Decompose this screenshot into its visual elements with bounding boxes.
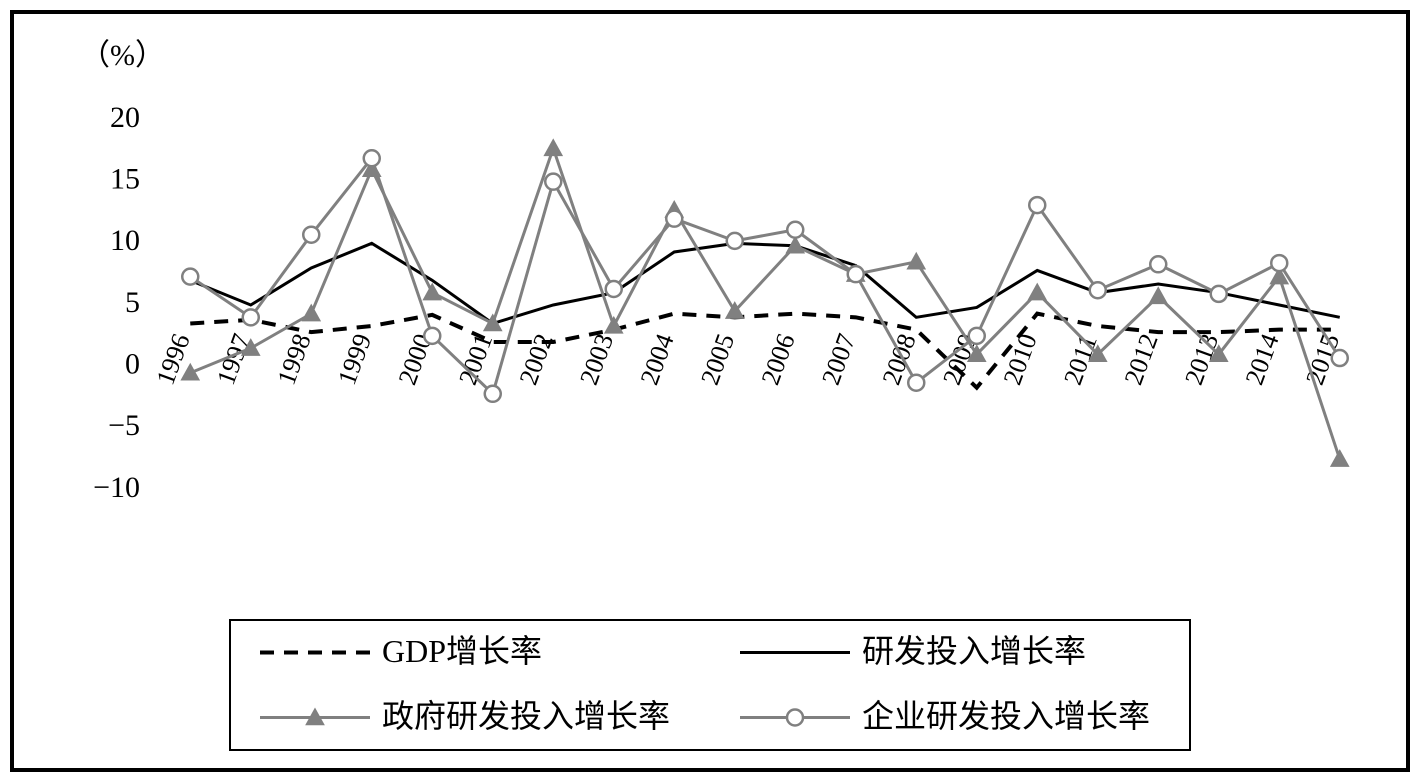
marker-ent_rd bbox=[969, 328, 985, 344]
y-tick-label: 0 bbox=[125, 348, 140, 381]
legend-label-rd_total: 研发投入增长率 bbox=[862, 633, 1086, 669]
legend-label-gdp: GDP增长率 bbox=[382, 633, 542, 669]
x-tick-label: 1997 bbox=[211, 330, 256, 389]
marker-ent_rd bbox=[606, 281, 622, 297]
chart-container: { "chart": { "type": "line", "unit_label… bbox=[0, 0, 1420, 782]
marker-ent_rd bbox=[243, 309, 259, 325]
marker-gov_rd bbox=[1149, 287, 1167, 303]
legend-label-gov_rd: 政府研发投入增长率 bbox=[382, 698, 670, 734]
marker-ent_rd bbox=[1332, 350, 1348, 366]
x-tick-label: 2010 bbox=[998, 330, 1043, 389]
y-axis-unit: （%） bbox=[80, 39, 165, 72]
y-tick-label: 15 bbox=[110, 163, 140, 196]
marker-ent_rd bbox=[1271, 255, 1287, 271]
marker-gov_rd bbox=[302, 305, 320, 321]
x-tick-label: 2004 bbox=[635, 330, 680, 389]
marker-ent_rd bbox=[1211, 286, 1227, 302]
marker-gov_rd bbox=[605, 317, 623, 333]
y-tick-label: 5 bbox=[125, 286, 140, 319]
chart-stage: （%）−10−505101520199619971998199920002001… bbox=[10, 10, 1410, 772]
marker-ent_rd bbox=[545, 174, 561, 190]
marker-gov_rd bbox=[1028, 284, 1046, 300]
x-tick-label: 2003 bbox=[574, 330, 619, 389]
line-chart: （%）−10−505101520199619971998199920002001… bbox=[10, 10, 1410, 772]
marker-gov_rd bbox=[907, 253, 925, 269]
legend-label-ent_rd: 企业研发投入增长率 bbox=[862, 698, 1150, 734]
marker-ent_rd bbox=[485, 386, 501, 402]
y-tick-label: −5 bbox=[108, 409, 140, 442]
marker-gov_rd bbox=[1331, 450, 1349, 466]
y-tick-label: 20 bbox=[110, 101, 140, 134]
marker-ent_rd bbox=[848, 266, 864, 282]
x-tick-label: 2014 bbox=[1240, 330, 1285, 389]
x-tick-label: 1998 bbox=[272, 330, 317, 389]
marker-ent_rd bbox=[182, 269, 198, 285]
x-tick-label: 2005 bbox=[695, 330, 740, 389]
marker-ent_rd bbox=[424, 328, 440, 344]
marker-ent_rd bbox=[303, 227, 319, 243]
x-tick-label: 1999 bbox=[332, 330, 377, 389]
marker-ent_rd bbox=[364, 150, 380, 166]
x-tick-label: 2001 bbox=[453, 330, 498, 389]
series-line-rd_total bbox=[190, 243, 1340, 323]
marker-ent_rd bbox=[1029, 197, 1045, 213]
x-tick-label: 2007 bbox=[816, 330, 861, 389]
x-tick-label: 2006 bbox=[756, 330, 801, 389]
x-tick-label: 2012 bbox=[1119, 330, 1164, 389]
marker-ent_rd bbox=[1150, 256, 1166, 272]
legend-marker-ent_rd bbox=[787, 710, 803, 726]
y-tick-label: 10 bbox=[110, 224, 140, 257]
marker-ent_rd bbox=[666, 211, 682, 227]
marker-ent_rd bbox=[908, 375, 924, 391]
x-tick-label: 2002 bbox=[514, 330, 559, 389]
marker-ent_rd bbox=[727, 233, 743, 249]
marker-ent_rd bbox=[787, 222, 803, 238]
marker-gov_rd bbox=[544, 139, 562, 155]
y-tick-label: −10 bbox=[93, 471, 140, 504]
marker-ent_rd bbox=[1090, 282, 1106, 298]
